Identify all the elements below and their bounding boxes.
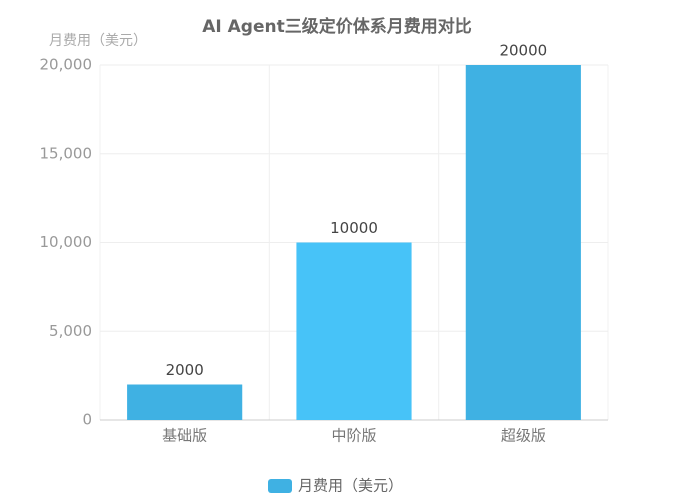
y-tick-label: 5,000 (49, 322, 92, 340)
data-label: 2000 (166, 361, 204, 379)
legend-swatch (268, 479, 292, 493)
data-label: 20000 (499, 42, 547, 60)
legend-label: 月费用（美元） (298, 477, 403, 495)
x-tick-label: 超级版 (501, 427, 546, 445)
x-tick-label: 基础版 (162, 427, 207, 445)
bar (127, 384, 243, 420)
bar (465, 65, 581, 420)
x-tick-label: 中阶版 (331, 427, 376, 445)
y-tick-label: 20,000 (40, 56, 93, 74)
chart-title: AI Agent三级定价体系月费用对比 (202, 16, 471, 37)
y-tick-label: 15,000 (40, 144, 93, 162)
y-tick-label: 0 (82, 411, 92, 429)
y-axis-label: 月费用（美元） (49, 33, 147, 49)
y-tick-label: 10,000 (40, 233, 93, 251)
data-label: 10000 (330, 219, 378, 237)
bar (296, 242, 412, 420)
